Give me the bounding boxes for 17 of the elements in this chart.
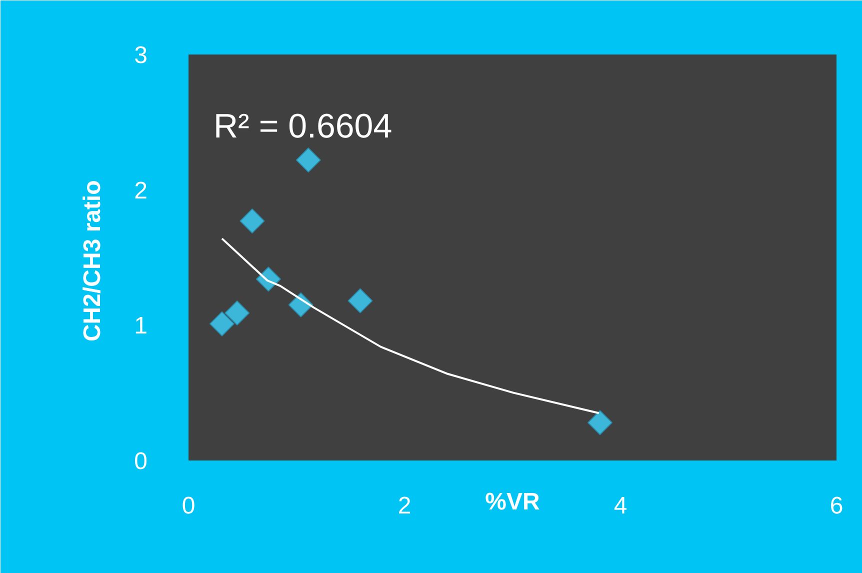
point — [587, 410, 612, 436]
x-axis-title: %VR — [485, 488, 540, 516]
x-tick-label: 0 — [182, 492, 196, 520]
y-tick-label: 2 — [134, 177, 148, 204]
y-tick-label: 0 — [134, 448, 148, 475]
y-axis-title: CH2/CH3 ratio — [79, 180, 106, 342]
point — [348, 288, 373, 314]
x-tick-label: 4 — [614, 492, 628, 520]
point — [224, 300, 250, 326]
annotation: R² = 0.6604 — [214, 108, 392, 146]
x-tick-label: 2 — [398, 492, 412, 520]
point — [209, 311, 234, 336]
point — [240, 208, 265, 234]
y-tick-label: 3 — [134, 42, 148, 69]
x-tick-label: 6 — [830, 492, 844, 520]
y-tick-label: 1 — [134, 312, 148, 340]
point — [296, 148, 321, 173]
